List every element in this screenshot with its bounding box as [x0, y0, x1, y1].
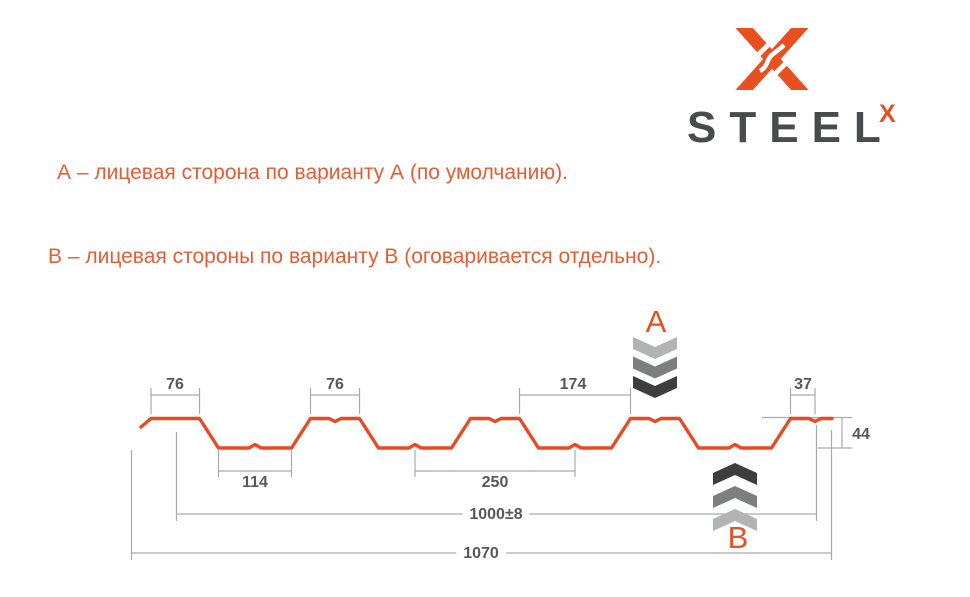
marker-b-chevrons — [713, 463, 757, 531]
brand-superscript-x: X — [879, 100, 896, 128]
dim-label-crest-width-2: 76 — [326, 376, 344, 393]
dim-label-cover-width: 1000±8 — [462, 506, 530, 524]
logo-gap-lower — [765, 56, 793, 84]
chevron-down-icon-light — [633, 337, 677, 359]
chevron-up-icon-dark — [713, 463, 757, 485]
dim-label-crest-width-1: 76 — [166, 376, 184, 393]
dim-label-profile-height: 44 — [852, 426, 870, 443]
marker-a-chevrons — [633, 337, 677, 398]
logo-bottom-cut — [733, 90, 811, 92]
dim-174-lines — [518, 388, 632, 414]
logo-gap-s-curve — [758, 43, 786, 73]
steelx-logo-icon — [733, 26, 811, 92]
chevron-down-icon-dark — [633, 376, 677, 398]
dim-114-lines — [217, 450, 293, 477]
logo-diagonal-2 — [733, 26, 811, 92]
note-variant-b: В – лицевая стороны по варианту В (огова… — [48, 245, 662, 268]
marker-a-label: A — [645, 304, 667, 339]
chevron-up-icon-mid — [713, 486, 757, 508]
marker-b-label: B — [727, 520, 749, 555]
dim-label-crest-gap: 174 — [559, 376, 587, 393]
dim-250-lines — [414, 450, 576, 477]
dim-label-valley-width: 114 — [242, 474, 268, 491]
logo-gap-upper — [751, 34, 779, 62]
logo-top-cut — [733, 26, 811, 28]
note-variant-a: А – лицевая сторона по варианту А (по ум… — [57, 161, 568, 184]
dim-76-mid-lines — [309, 388, 361, 414]
brand-name: STEEL — [687, 103, 894, 152]
dim-label-overall-width: 1070 — [456, 545, 506, 563]
chevron-up-icon-light — [713, 509, 757, 531]
chevron-down-icon-mid — [633, 356, 677, 379]
dim-37-lines — [789, 388, 816, 414]
profile-outline — [139, 416, 834, 450]
dimension-lines — [130, 388, 852, 560]
dim-label-pitch: 250 — [481, 474, 509, 491]
dim-76-left-lines — [150, 388, 201, 414]
dim-label-edge-crest: 37 — [794, 376, 812, 393]
